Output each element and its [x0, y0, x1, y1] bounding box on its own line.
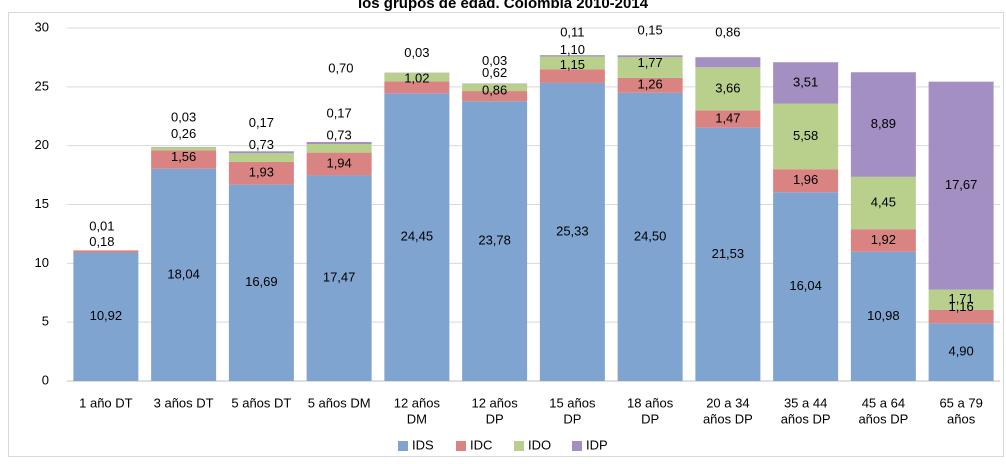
x-tick-label: DM [407, 411, 427, 426]
data-label: 0,03 [404, 45, 429, 60]
data-label: 0,26 [171, 126, 196, 141]
data-label: 1,26 [637, 77, 662, 92]
x-tick-label: 20 a 34 [706, 395, 749, 410]
x-tick-label: años [947, 411, 976, 426]
data-label: 3,51 [793, 74, 818, 89]
y-tick-label: 10 [35, 255, 49, 270]
data-label: 10,98 [867, 308, 900, 323]
data-label: 24,50 [634, 228, 667, 243]
data-label: 1,56 [171, 149, 196, 164]
y-tick-label: 0 [42, 372, 49, 387]
data-label: 3,66 [715, 80, 740, 95]
x-tick-label: 5 años DM [308, 395, 371, 410]
data-label: 0,17 [326, 105, 351, 120]
legend-label: IDP [586, 437, 608, 452]
x-tick-label: 3 años DT [154, 395, 214, 410]
bar-segment-idp [695, 57, 760, 67]
data-label: 0,03 [171, 109, 196, 124]
bar-segment-ido [229, 153, 294, 162]
data-label: 4,90 [948, 344, 973, 359]
y-tick-label: 30 [35, 19, 49, 34]
data-label: 1,15 [560, 57, 585, 72]
legend-label: IDC [470, 437, 492, 452]
legend-label: IDS [412, 437, 434, 452]
x-tick-label: 15 años [549, 395, 596, 410]
data-label: 1,47 [715, 110, 740, 125]
x-tick-label: DP [641, 411, 659, 426]
legend-swatch-idp [572, 441, 582, 451]
data-label: 0,11 [560, 25, 584, 40]
data-label: 0,03 [482, 53, 507, 68]
legend-swatch-idc [456, 441, 466, 451]
data-label: 0,70 [328, 61, 353, 76]
data-label: 1,02 [404, 71, 429, 86]
data-label: 0,17 [249, 115, 274, 130]
data-label: 0,86 [715, 25, 740, 40]
x-tick-label: 18 años [627, 395, 674, 410]
data-label: 0,86 [482, 83, 507, 98]
data-label: 1,94 [326, 155, 351, 170]
x-tick-label: DP [486, 411, 504, 426]
legend-label: IDO [528, 437, 551, 452]
data-label: 0,01 [89, 219, 114, 234]
data-label: 25,33 [556, 223, 589, 238]
data-label: 0,15 [637, 23, 662, 38]
data-label: 23,78 [478, 233, 511, 248]
data-label: 1,96 [793, 172, 818, 187]
x-tick-label: DP [563, 411, 581, 426]
data-label: 16,69 [245, 274, 278, 289]
x-tick-label: 12 años [394, 395, 441, 410]
data-label: 0,18 [89, 234, 114, 249]
data-label: 1,92 [871, 232, 896, 247]
legend-swatch-ids [398, 441, 408, 451]
y-tick-label: 20 [35, 137, 49, 152]
x-tick-label: años DP [781, 411, 831, 426]
data-label: 1,93 [249, 165, 274, 180]
bar-segment-idc [73, 250, 138, 252]
data-label: 21,53 [712, 246, 745, 261]
chart-title: los grupos de edad. Colombia 2010-2014 [358, 0, 649, 12]
x-tick-label: 12 años [471, 395, 518, 410]
data-label: 0,73 [249, 137, 274, 152]
x-tick-label: 65 a 79 [939, 395, 982, 410]
bar-segment-ido [307, 144, 372, 153]
x-tick-label: años DP [703, 411, 753, 426]
data-label: 17,47 [323, 270, 356, 285]
data-label: 1,10 [560, 42, 585, 57]
x-tick-label: 5 años DT [231, 395, 291, 410]
data-label: 18,04 [167, 266, 200, 281]
x-tick-label: 35 a 44 [784, 395, 827, 410]
data-label: 1,71 [948, 291, 973, 306]
data-label: 10,92 [90, 308, 123, 323]
data-label: 5,58 [793, 128, 818, 143]
x-tick-label: 45 a 64 [862, 395, 905, 410]
data-label: 8,89 [871, 116, 896, 131]
data-label: 1,77 [637, 55, 662, 70]
legend-swatch-ido [514, 441, 524, 451]
x-tick-label: 1 año DT [79, 395, 133, 410]
data-label: 4,45 [871, 194, 896, 209]
y-tick-label: 5 [42, 314, 49, 329]
y-tick-label: 25 [35, 78, 49, 93]
data-label: 16,04 [789, 278, 822, 293]
data-label: 24,45 [401, 229, 434, 244]
data-label: 17,67 [945, 177, 978, 192]
y-tick-label: 15 [35, 196, 49, 211]
x-tick-label: años DP [858, 411, 908, 426]
data-label: 0,73 [326, 127, 351, 142]
